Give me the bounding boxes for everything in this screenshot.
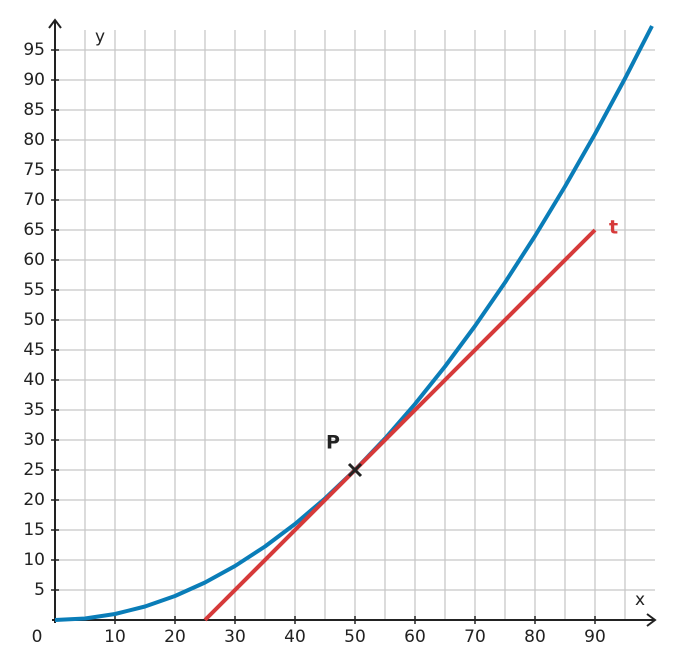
- y-tick-label: 90: [23, 70, 45, 90]
- y-tick-label: 5: [34, 580, 45, 600]
- x-tick-label: 0: [32, 627, 43, 647]
- x-axis-arrow: [646, 613, 657, 627]
- x-tick-label: 60: [404, 627, 426, 647]
- y-tick-label: 95: [23, 40, 45, 60]
- y-axis-label: y: [95, 27, 105, 47]
- x-tick-label: 30: [224, 627, 246, 647]
- y-tick-label: 30: [23, 430, 45, 450]
- y-tick-label: 10: [23, 550, 45, 570]
- y-tick-label: 15: [23, 520, 45, 540]
- x-tick-label: 70: [464, 627, 486, 647]
- y-tick-label: 80: [23, 130, 45, 150]
- y-axis-arrow: [48, 18, 62, 29]
- y-tick-label: 85: [23, 100, 45, 120]
- line: [203, 228, 597, 622]
- y-tick-label: 35: [23, 400, 45, 420]
- y-tick-label: 40: [23, 370, 45, 390]
- x-tick-label: 50: [344, 627, 366, 647]
- point-marker: [347, 462, 363, 478]
- y-tick-label: 75: [23, 160, 45, 180]
- y-tick-label: 65: [23, 220, 45, 240]
- series-label: t: [609, 217, 618, 239]
- x-tick-label: 40: [284, 627, 306, 647]
- x-axis-label: x: [635, 590, 645, 610]
- y-tick-label: 25: [23, 460, 45, 480]
- y-tick-label: 50: [23, 310, 45, 330]
- y-tick-label: 70: [23, 190, 45, 210]
- point-label: P: [326, 432, 340, 454]
- x-tick-label: 90: [584, 627, 606, 647]
- y-tick-label: 55: [23, 280, 45, 300]
- y-tick-label: 60: [23, 250, 45, 270]
- y-tick-label: 45: [23, 340, 45, 360]
- y-tick-label: 20: [23, 490, 45, 510]
- x-tick-label: 80: [524, 627, 546, 647]
- x-tick-label: 10: [104, 627, 126, 647]
- x-tick-label: 20: [164, 627, 186, 647]
